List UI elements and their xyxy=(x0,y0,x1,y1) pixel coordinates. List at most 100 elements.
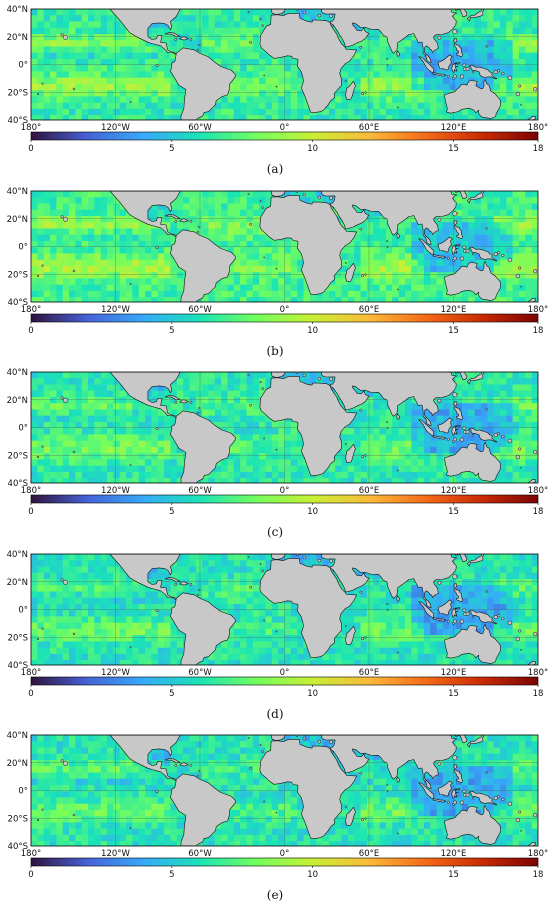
colorbar-tick-label: 15 xyxy=(448,326,459,336)
heatmap-field xyxy=(31,191,538,302)
island xyxy=(247,11,250,14)
heatmap-field xyxy=(31,372,538,483)
land-java xyxy=(432,435,447,440)
island xyxy=(452,755,458,761)
island xyxy=(41,808,44,811)
land-north-america xyxy=(109,191,181,238)
land-south-america xyxy=(170,47,236,120)
land-north-america xyxy=(109,554,181,601)
island xyxy=(364,817,367,820)
land-sri-lanka xyxy=(396,232,400,239)
longitude-tick-label: 0° xyxy=(280,486,290,496)
island xyxy=(397,832,399,835)
land-new-zealand-n xyxy=(527,298,537,302)
land-eurasia xyxy=(270,372,468,426)
map-panel: 40°N 20°N 0° 20°S 40°S 180° 120°W 60°W 0° 60°E 120… xyxy=(0,182,550,363)
island xyxy=(452,437,457,442)
island xyxy=(359,45,363,49)
colorbar-tick-label: 18 xyxy=(533,144,544,154)
land-australia xyxy=(444,624,501,664)
land-sumatra xyxy=(418,419,435,436)
land-south-america xyxy=(170,773,236,846)
land-madagascar xyxy=(345,806,356,826)
island xyxy=(456,756,459,759)
island xyxy=(446,437,450,441)
land-north-america xyxy=(109,372,181,419)
land-japan xyxy=(466,735,485,748)
island xyxy=(397,288,399,291)
island xyxy=(63,760,69,766)
island xyxy=(344,442,347,445)
latitude-tick-label: 20°S xyxy=(8,270,28,280)
island xyxy=(361,818,365,822)
island xyxy=(275,811,278,814)
colorbar xyxy=(30,494,539,504)
island xyxy=(261,24,264,27)
island xyxy=(317,376,322,381)
landmasses xyxy=(36,9,538,120)
island xyxy=(329,196,333,200)
island xyxy=(302,192,306,197)
longitude-tick-label: 60°W xyxy=(188,123,212,133)
panel-caption: (d) xyxy=(266,707,284,721)
island xyxy=(198,43,201,47)
land-java xyxy=(432,617,447,622)
map-frame xyxy=(30,734,539,847)
landmasses xyxy=(36,372,538,483)
longitude-tick-label: 120°W xyxy=(101,123,130,133)
island xyxy=(471,433,475,437)
island xyxy=(485,45,488,48)
land-sri-lanka xyxy=(396,413,400,420)
land-borneo xyxy=(437,54,453,71)
island xyxy=(452,619,457,624)
island xyxy=(397,469,399,472)
island xyxy=(501,71,505,76)
island xyxy=(196,48,199,51)
island xyxy=(247,374,250,377)
longitude-tick-label: 60°W xyxy=(188,849,212,859)
island xyxy=(155,426,159,430)
island xyxy=(452,256,457,261)
island xyxy=(386,246,389,249)
land-africa xyxy=(259,739,357,840)
island xyxy=(189,582,193,586)
island xyxy=(520,829,522,832)
island xyxy=(515,91,521,97)
island xyxy=(259,744,262,747)
island xyxy=(533,269,538,274)
land-new-guinea xyxy=(468,790,498,806)
longitude-tick-label: 180° xyxy=(21,486,41,496)
land-philippines xyxy=(453,583,463,602)
longitude-tick-label: 180° xyxy=(21,668,41,678)
longitude-tick-label: 60°W xyxy=(188,668,212,678)
island xyxy=(533,87,538,92)
longitude-tick-label: 120°E xyxy=(441,305,467,315)
colorbar-tick-label: 0 xyxy=(28,507,33,517)
panel-caption: (a) xyxy=(266,162,284,176)
island xyxy=(155,608,159,612)
island xyxy=(60,215,64,219)
colorbar-tick-label: 10 xyxy=(307,870,318,880)
latitude-tick-label: 0° xyxy=(18,243,28,253)
island xyxy=(471,615,475,619)
island xyxy=(198,588,201,592)
land-sulawesi xyxy=(451,607,461,618)
island xyxy=(437,761,442,766)
island xyxy=(259,563,262,566)
landmasses xyxy=(36,735,538,846)
island xyxy=(174,401,178,404)
heatmap-field xyxy=(31,735,538,846)
latitude-tick-label: 0° xyxy=(18,606,28,616)
land-sri-lanka xyxy=(396,776,400,783)
island xyxy=(397,106,399,109)
island xyxy=(60,578,64,582)
land-eurasia xyxy=(270,191,468,245)
land-sumatra xyxy=(418,238,435,255)
island xyxy=(275,267,278,270)
island xyxy=(344,261,347,264)
island xyxy=(247,737,250,740)
island xyxy=(263,800,266,803)
island xyxy=(459,256,465,261)
island xyxy=(456,393,459,396)
island xyxy=(275,630,278,633)
